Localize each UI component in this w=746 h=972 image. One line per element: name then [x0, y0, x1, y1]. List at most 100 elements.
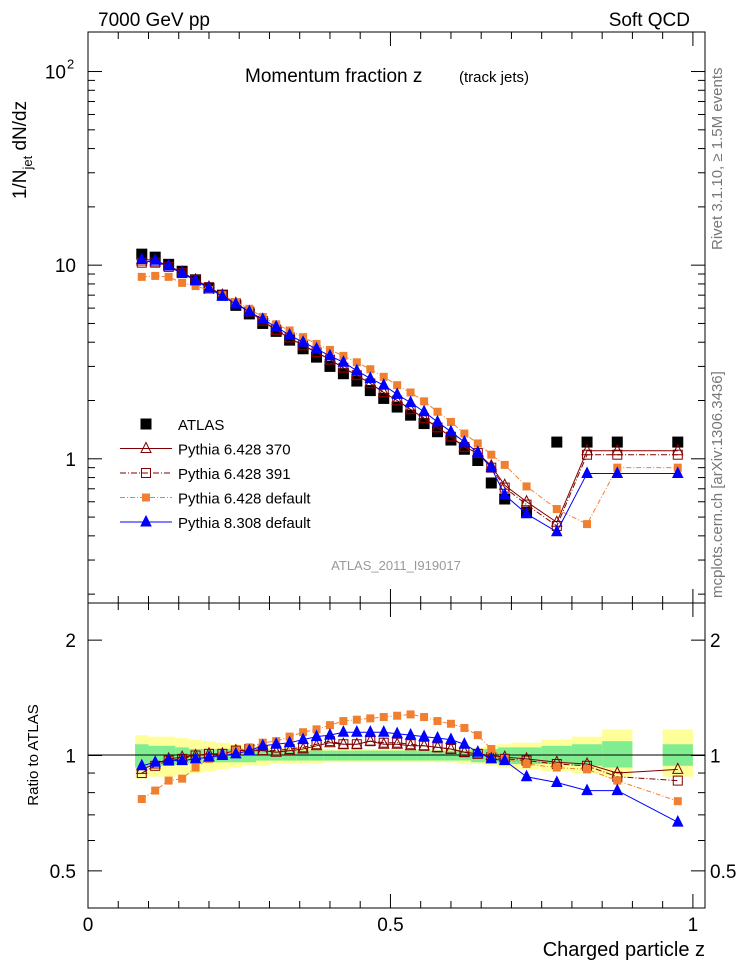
data-point: [378, 392, 390, 404]
mcplots-info: mcplots.cern.ch [arXiv:1306.3436]: [709, 371, 726, 598]
ratio-point: [243, 743, 256, 756]
data-point: [550, 524, 563, 537]
y-tick-label: 1: [65, 450, 76, 471]
data-point: [446, 417, 455, 426]
ratio-point: [189, 751, 202, 764]
band-stat: [457, 750, 472, 761]
data-point: [487, 450, 496, 459]
ratio-point: [391, 726, 403, 739]
ratio-point: [471, 745, 484, 757]
ratio-point: [419, 740, 430, 751]
data-point: [520, 506, 533, 519]
ratio-point: [256, 738, 269, 751]
ratio-point: [178, 774, 187, 783]
ratio-point: [379, 713, 388, 722]
data-point: [581, 436, 593, 448]
data-point: [377, 378, 390, 390]
ratio-point: [216, 748, 229, 760]
band-stat: [135, 744, 149, 768]
x-tick-label: 0: [83, 915, 94, 936]
ratio-panel: 0.5 0.5 1 1 2 2 0 0.5 1 Ratio to ATLAS Charged p…: [25, 602, 736, 961]
ratio-point: [613, 776, 622, 785]
legend-marker: [141, 468, 151, 478]
band-stat: [390, 750, 404, 761]
data-point: [583, 520, 592, 529]
band-stat: [336, 750, 351, 761]
ratio-point: [162, 753, 175, 766]
data-point: [149, 253, 162, 265]
data-point: [404, 395, 417, 408]
ratio-point: [498, 753, 511, 766]
ratio-point: [445, 732, 457, 745]
ratio-point: [377, 737, 390, 749]
data-point: [672, 436, 684, 448]
data-point: [216, 289, 229, 301]
ratio-plot-marks: [135, 710, 684, 827]
legend-marker: [140, 441, 152, 453]
data-point: [337, 368, 349, 380]
ratio-point: [352, 715, 361, 724]
ratio-point: [135, 758, 148, 771]
ratio-point: [552, 763, 561, 772]
ylabel-sub: jet: [20, 155, 35, 170]
ratio-point: [151, 786, 160, 795]
ratio-point: [351, 739, 362, 750]
legend-entry: ATLAS: [140, 417, 224, 434]
ratio-y-tick-label: 1: [65, 747, 76, 768]
legend-marker: [140, 418, 152, 430]
ratio-point: [671, 762, 684, 774]
data-point: [485, 460, 498, 473]
band-stat: [377, 750, 391, 761]
band-stat: [363, 750, 378, 761]
svg-text:1/Njet dN/dz: 1/Njet dN/dz: [10, 101, 35, 199]
data-point: [351, 363, 363, 376]
ratio-point: [433, 717, 442, 726]
data-point: [324, 360, 336, 372]
data-point: [500, 460, 509, 469]
band-stat: [430, 750, 445, 761]
ratio-point: [460, 723, 469, 732]
band-stat: [350, 750, 364, 761]
ratio-point: [366, 714, 375, 723]
legend-label: Pythia 6.428 391: [178, 466, 291, 483]
legend-label: Pythia 8.308 default: [178, 515, 311, 532]
ratio-point: [339, 717, 348, 726]
ratio-point: [324, 728, 336, 740]
data-point: [611, 436, 623, 448]
ratio-point: [522, 760, 531, 769]
y-tick-label: 10: [45, 63, 66, 84]
data-point: [364, 371, 377, 383]
ratio-point: [446, 719, 455, 728]
ratio-point: [581, 783, 593, 796]
legend-marker: [142, 493, 150, 502]
ratio-y-tick-label: 0.5: [50, 862, 76, 883]
ratio-point: [404, 728, 417, 740]
ratio-y-tick-label: 2: [65, 631, 76, 652]
data-point: [458, 434, 471, 447]
ratio-point: [351, 725, 363, 737]
data-point: [522, 482, 531, 491]
ratio-point: [283, 735, 296, 748]
ratio-point: [405, 739, 416, 750]
band-stat: [323, 750, 337, 761]
data-point: [471, 445, 484, 457]
ratio-point: [473, 731, 482, 740]
data-point: [189, 273, 202, 286]
ratio-axes: 0.5 0.5 1 1 2 2 0 0.5 1: [50, 603, 736, 936]
ratio-point: [297, 732, 309, 745]
ratio-point: [673, 797, 682, 806]
legend-entry: Pythia 8.308 default: [120, 514, 311, 532]
legend-entry: Pythia 6.428 370: [120, 441, 291, 459]
data-point: [552, 505, 561, 514]
ratio-y-tick-label-right: 1: [710, 747, 721, 768]
data-point: [672, 449, 683, 460]
ratio-point: [485, 751, 498, 764]
x-tick-label: 0.5: [377, 915, 403, 936]
data-point: [337, 355, 350, 367]
data-point: [551, 436, 563, 448]
data-point: [310, 341, 323, 354]
band-stat: [417, 750, 431, 761]
ratio-point: [364, 725, 377, 737]
